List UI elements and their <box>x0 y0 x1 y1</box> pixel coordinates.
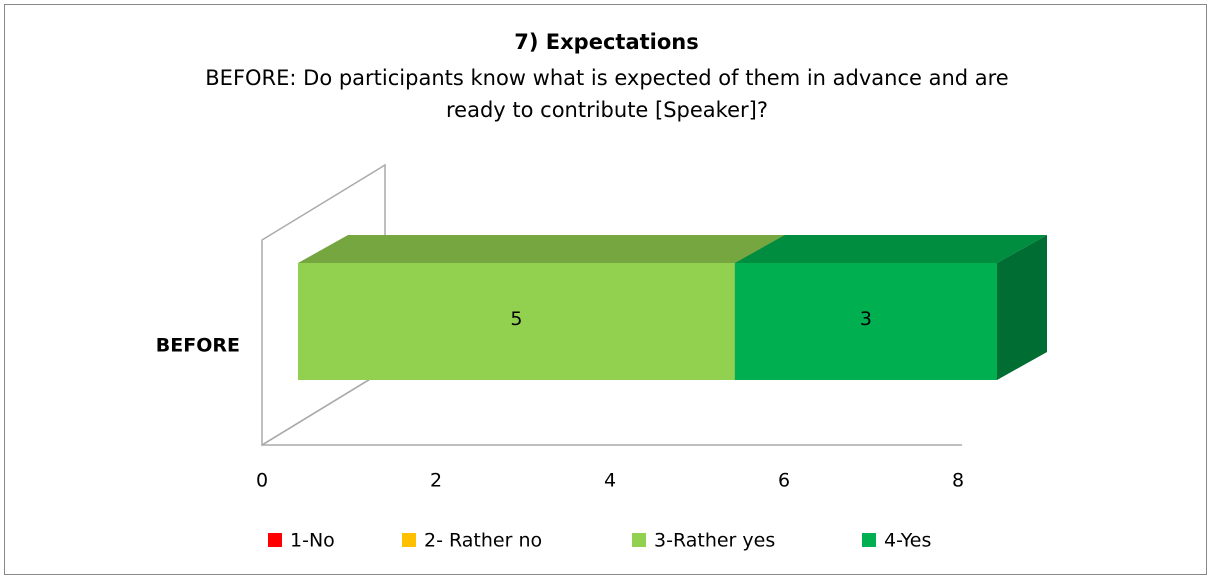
bar-segment <box>734 263 997 380</box>
x-tick-label: 4 <box>604 470 616 492</box>
legend-swatch <box>632 533 646 547</box>
chart-frame <box>4 4 1207 575</box>
legend-swatch <box>862 533 876 547</box>
data-label: 3 <box>860 308 872 330</box>
legend-label: 1-No <box>290 530 335 552</box>
bar-segment-top <box>298 235 785 263</box>
legend-label: 4-Yes <box>884 530 931 552</box>
legend-label: 3-Rather yes <box>654 530 775 552</box>
bar-segment <box>298 263 735 380</box>
x-tick-label: 2 <box>430 470 442 492</box>
legend-swatch <box>402 533 416 547</box>
x-tick-label: 0 <box>256 470 268 492</box>
data-label: 5 <box>510 308 522 330</box>
chart-subtitle: BEFORE: Do participants know what is exp… <box>205 66 1009 122</box>
bar-segment-top <box>734 235 1047 263</box>
legend-label: 2- Rather no <box>424 530 542 552</box>
chart-title: 7) Expectations <box>514 30 699 54</box>
legend-swatch <box>268 533 282 547</box>
y-tick-label: BEFORE <box>156 335 240 357</box>
bar-segment-side <box>997 235 1047 380</box>
x-tick-label: 6 <box>778 470 790 492</box>
x-tick-label: 8 <box>952 470 964 492</box>
floor-depth <box>261 369 386 446</box>
